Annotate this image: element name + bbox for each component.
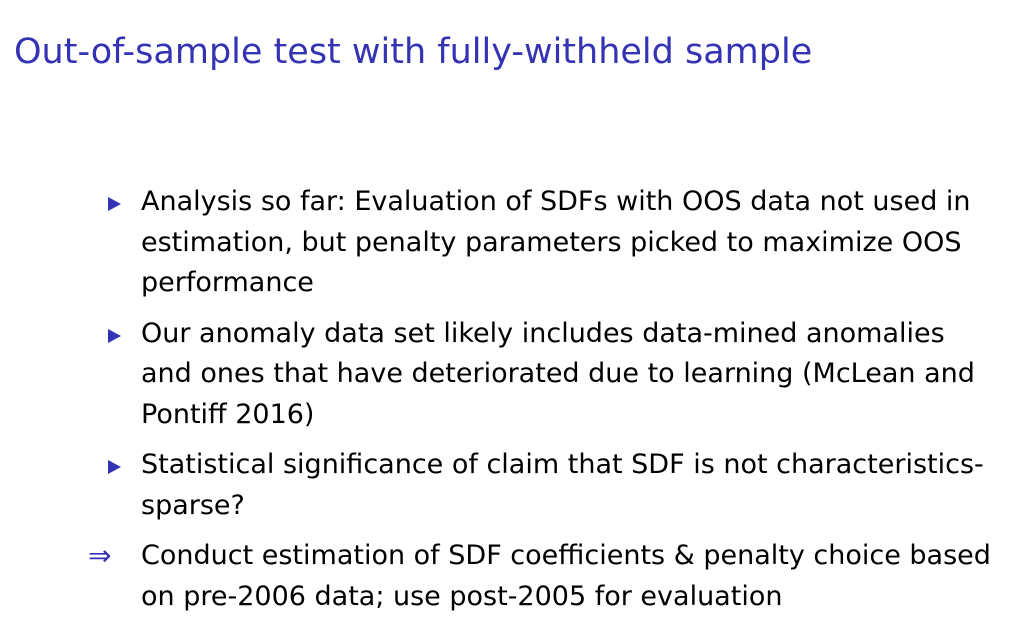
triangle-bullet-icon [108, 197, 121, 211]
triangle-bullet-icon [108, 460, 121, 474]
implies-arrow-icon: ⇒ [88, 539, 112, 572]
bullet-text: Our anomaly data set likely includes dat… [141, 317, 975, 430]
triangle-bullet-icon [108, 328, 121, 343]
bullet-item: Statistical significance of claim that S… [100, 445, 1000, 526]
conclusion-text: Conduct estimation of SDF coefficients &… [141, 540, 991, 612]
bullet-item: Analysis so far: Evaluation of SDFs with… [100, 182, 1000, 304]
bullet-item: Our anomaly data set likely includes dat… [100, 314, 1000, 436]
bullet-text: Statistical significance of claim that S… [141, 449, 984, 521]
conclusion-item: ⇒ Conduct estimation of SDF coefficients… [88, 536, 1000, 617]
bullet-text: Analysis so far: Evaluation of SDFs with… [141, 186, 971, 298]
slide-title: Out-of-sample test with fully-withheld s… [14, 32, 813, 73]
bullet-list: Analysis so far: Evaluation of SDFs with… [88, 182, 1000, 627]
